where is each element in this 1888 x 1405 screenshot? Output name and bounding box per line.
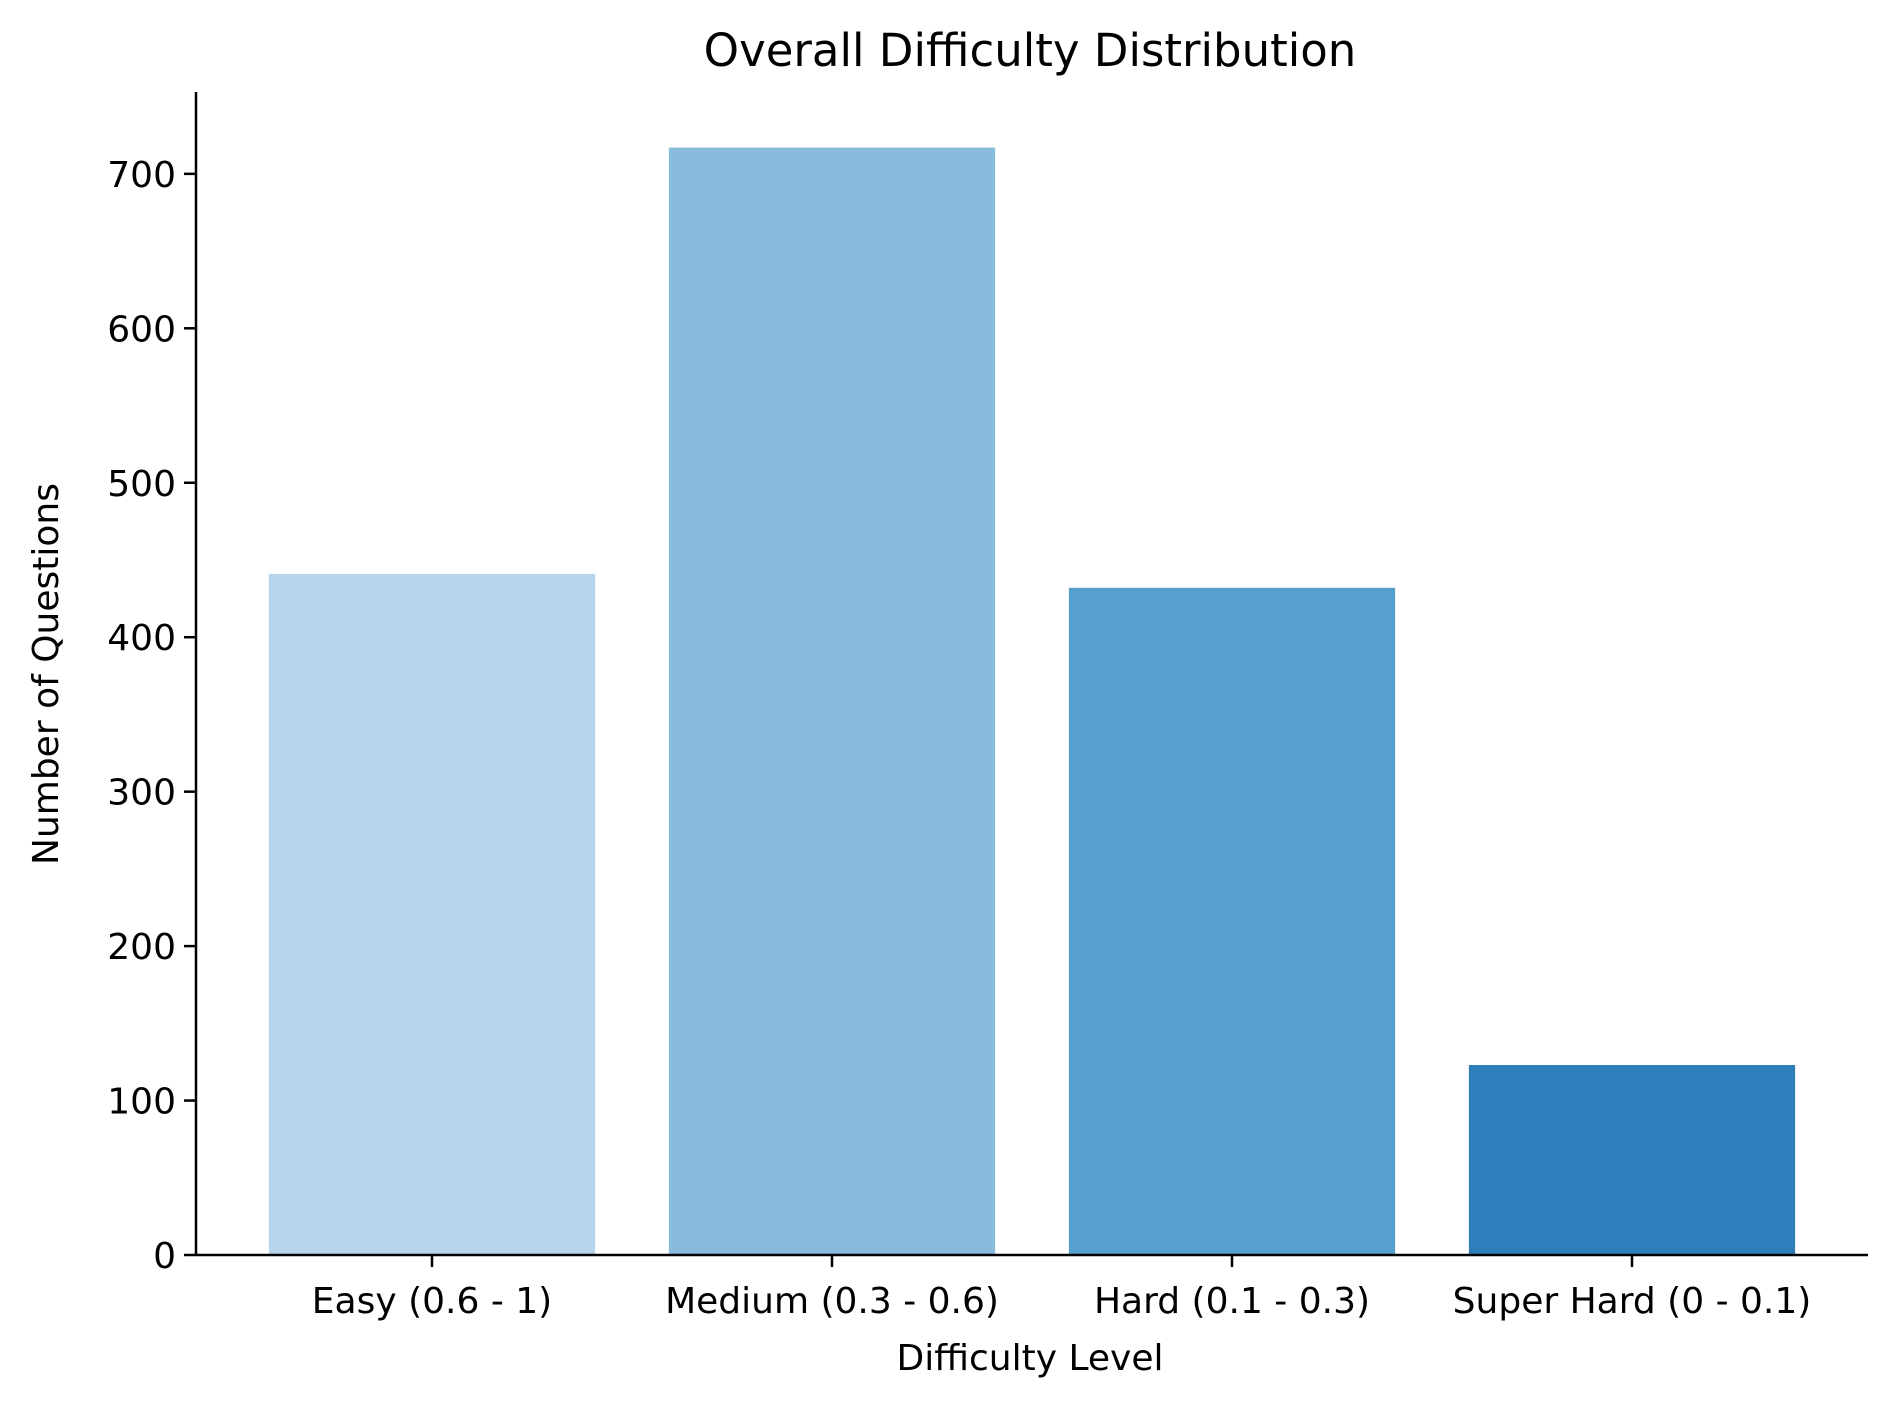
x-tick-label: Super Hard (0 - 0.1) [1453, 1281, 1812, 1322]
y-axis: 0 100 200 300 400 500 600 700 [107, 92, 198, 1277]
y-tick-label: 500 [107, 464, 176, 505]
bar-4 [1468, 1065, 1796, 1255]
y-tick-label: 400 [107, 618, 176, 659]
chart-title: Overall Difficulty Distribution [704, 24, 1357, 77]
y-tick-label: 100 [107, 1082, 176, 1123]
x-axis-label: Difficulty Level [896, 1338, 1163, 1379]
bars-group [268, 147, 1796, 1256]
bar-3 [1068, 587, 1396, 1255]
x-tick-label: Easy (0.6 - 1) [312, 1281, 552, 1322]
x-axis: Easy (0.6 - 1) Medium (0.3 - 0.6) Hard (0.… [196, 1253, 1868, 1322]
bar-2 [668, 147, 996, 1256]
y-tick-label: 600 [107, 309, 176, 350]
y-tick-label: 700 [107, 155, 176, 196]
x-tick-label: Hard (0.1 - 0.3) [1094, 1281, 1370, 1322]
y-tick-label: 0 [153, 1236, 176, 1277]
y-axis-label: Number of Questions [26, 483, 67, 865]
y-tick-label: 300 [107, 773, 176, 814]
bar-1 [268, 573, 596, 1255]
y-tick-label: 200 [107, 927, 176, 968]
x-tick-label: Medium (0.3 - 0.6) [665, 1281, 999, 1322]
